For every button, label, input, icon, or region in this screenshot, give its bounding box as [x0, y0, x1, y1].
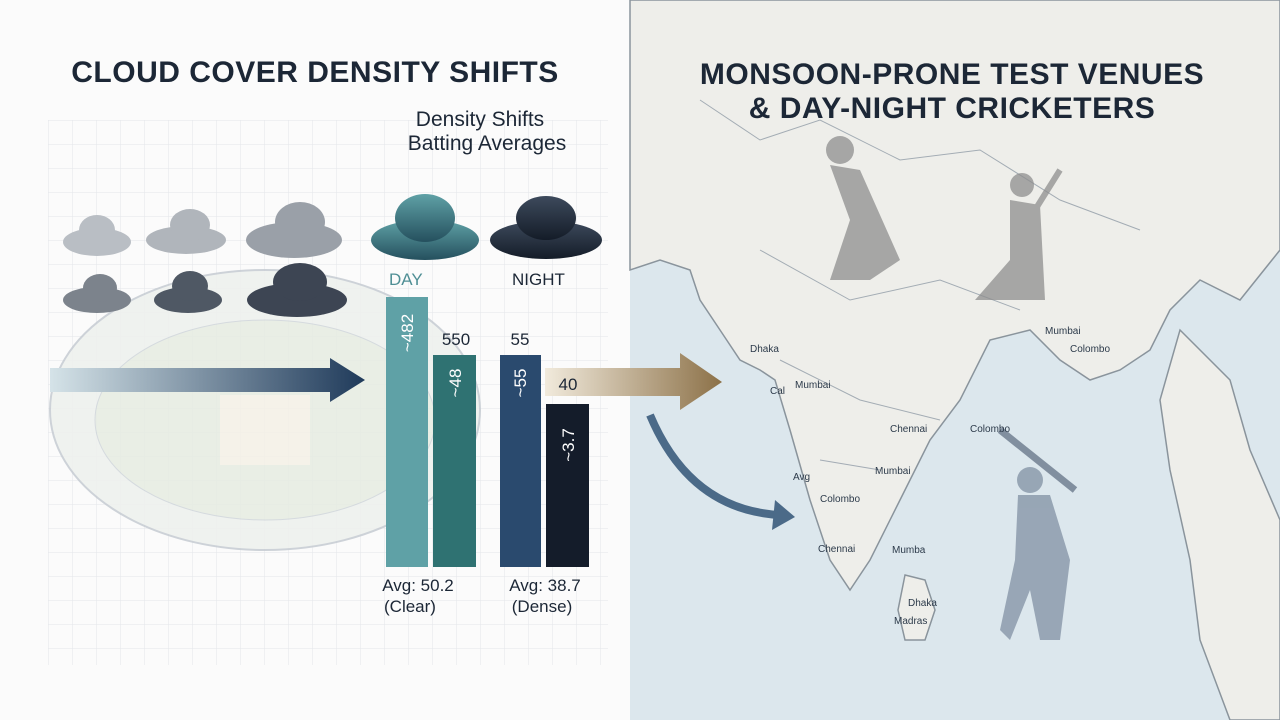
- map-label: Chennai: [890, 424, 927, 435]
- arrow-head: [772, 500, 795, 530]
- bar-label: 55: [511, 330, 530, 349]
- batsman: [997, 427, 1078, 640]
- bar-label: ~48: [446, 369, 465, 398]
- right-title: & DAY-NIGHT CRICKETERS: [749, 92, 1156, 125]
- map-label: Mumbai: [1045, 326, 1081, 337]
- bar-label: ~3.7: [559, 428, 578, 462]
- map-label: Chennai: [818, 544, 855, 555]
- arrow: [646, 413, 781, 519]
- condition: (Clear): [384, 597, 436, 616]
- night-label: NIGHT: [512, 270, 565, 289]
- bar-label: ~482: [398, 314, 417, 352]
- map-labels: Dhaka Colombo Cal Mumbai Mumbai Colombo Chenna…: [750, 326, 1110, 627]
- average: Avg: 50.2: [382, 576, 454, 595]
- average: Avg: 38.7: [509, 576, 581, 595]
- map-label: Mumbai: [795, 380, 831, 391]
- island: [897, 574, 936, 641]
- bar-label: ~55: [511, 369, 530, 398]
- map-label: Colombo: [970, 424, 1010, 435]
- map-label: Mumba: [892, 545, 926, 556]
- map-label: Dhaka: [908, 598, 937, 609]
- map-label: Dhaka: [750, 344, 779, 355]
- map-label: Avg: [793, 472, 810, 483]
- arrow: [50, 358, 365, 402]
- map-label: Cal: [770, 386, 785, 397]
- subtitle: Density Shifts: [416, 108, 544, 131]
- bar-label: 550: [442, 330, 470, 349]
- subtitle: Batting Averages: [408, 132, 566, 155]
- map-label: Colombo: [820, 494, 860, 505]
- left-title: CLOUD COVER DENSITY SHIFTS: [71, 56, 559, 89]
- land: [629, 0, 1280, 592]
- right-title: MONSOON-PRONE TEST VENUES: [700, 58, 1204, 91]
- map-label: Mumbai: [875, 466, 911, 477]
- bars: [386, 297, 589, 567]
- day-label: DAY: [389, 270, 423, 289]
- cricketers: [826, 136, 1063, 300]
- condition: (Dense): [512, 597, 572, 616]
- map-label: Colombo: [1070, 344, 1110, 355]
- bar-label: 40: [559, 375, 578, 394]
- arrow: [545, 353, 722, 410]
- clouds: [63, 194, 602, 317]
- borders: [699, 99, 1141, 471]
- map-label: Madras: [894, 616, 927, 627]
